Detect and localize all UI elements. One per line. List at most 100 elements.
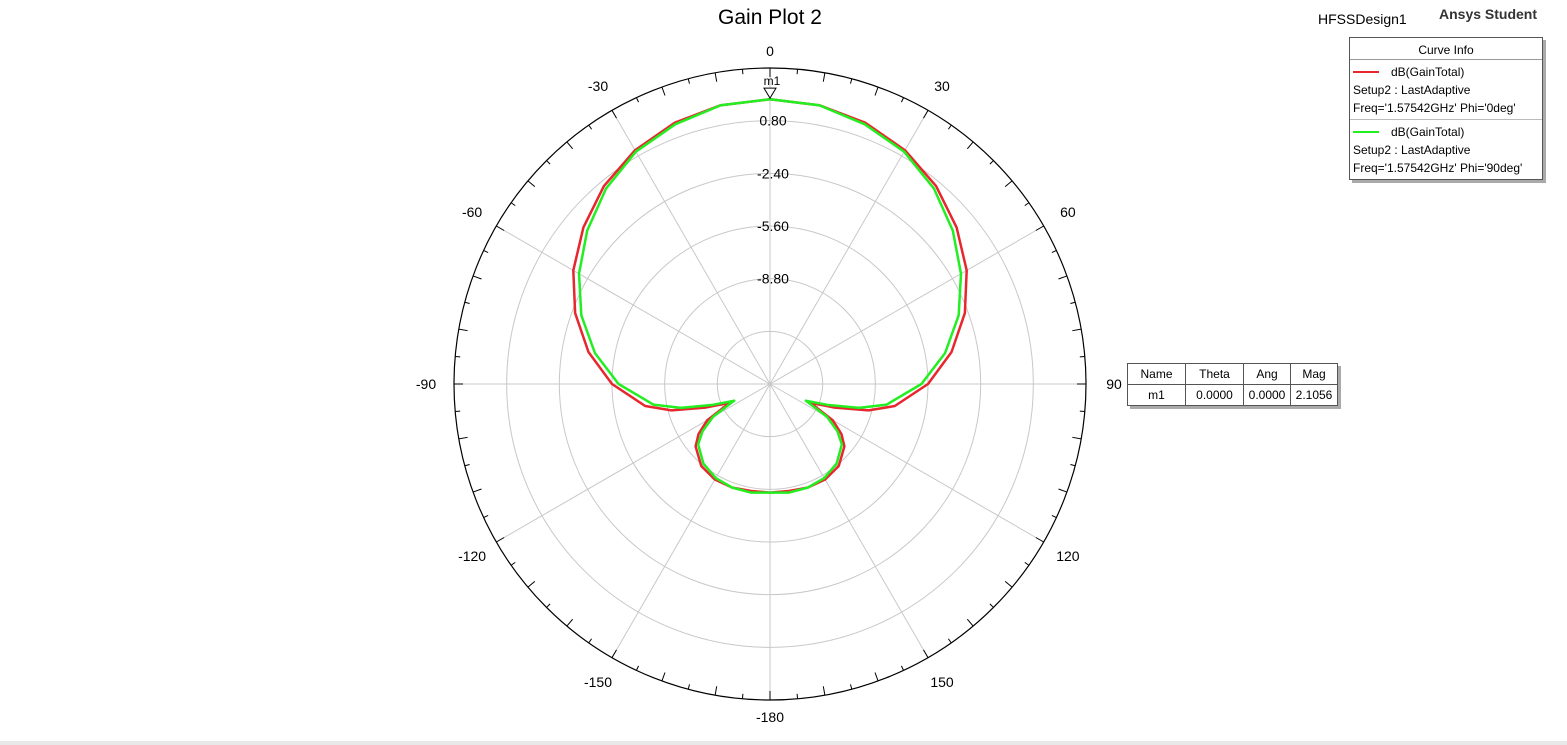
angle-grid-spoke [769, 225, 1044, 385]
angle-tick [1072, 436, 1082, 440]
angle-tick [1024, 561, 1030, 566]
angle-tick [874, 672, 879, 682]
marker-m1-triangle [763, 87, 777, 100]
angle-tick [496, 225, 505, 231]
angle-tick [1070, 301, 1076, 304]
angle-tick [966, 141, 974, 150]
angle-tick [588, 638, 593, 644]
angle-tick [546, 603, 551, 608]
angle-tick [1024, 202, 1030, 207]
angle-tick [483, 514, 489, 519]
angle-tick [661, 86, 666, 96]
angle-tick [464, 301, 470, 304]
angle-tick-label: 120 [1056, 548, 1080, 564]
radial-tick-label: 0.80 [759, 113, 786, 129]
header-cell: Name [1127, 363, 1186, 385]
marker-table-row[interactable]: m1 0.0000 0.0000 2.1056 [1127, 384, 1338, 406]
angle-tick-label: -180 [756, 709, 784, 725]
angle-tick [464, 464, 470, 467]
legend-entry-phi0[interactable]: dB(GainTotal) Setup2 : LastAdaptive Freq… [1350, 60, 1542, 120]
angle-tick-label: -30 [588, 78, 608, 94]
angle-tick [510, 561, 516, 566]
angle-tick [472, 275, 482, 280]
legend-title: Curve Info [1350, 38, 1542, 60]
curve-info-legend[interactable]: Curve Info dB(GainTotal) Setup2 : LastAd… [1349, 37, 1543, 180]
angle-tick [527, 180, 536, 188]
brand-label: Ansys Student [1439, 6, 1538, 22]
angle-tick [588, 124, 593, 130]
header-cell: Mag [1290, 363, 1338, 385]
series-line-phi90 [577, 98, 963, 494]
angle-tick [611, 110, 617, 119]
angle-grid-spoke [769, 383, 929, 658]
legend-entry-params: Freq='1.57542GHz' Phi='90deg' [1353, 161, 1523, 175]
legend-entry-name: dB(GainTotal) [1391, 65, 1465, 79]
angle-tick [989, 160, 994, 165]
chart-title: Gain Plot 2 [718, 6, 822, 29]
angle-tick [566, 618, 574, 627]
angle-tick-label: 0 [766, 43, 774, 59]
angle-tick [966, 618, 974, 627]
angle-grid-spoke [611, 110, 771, 385]
angle-tick [635, 97, 640, 103]
angle-tick [900, 97, 905, 103]
angle-tick [1004, 580, 1013, 588]
angle-tick-label: 90 [1106, 376, 1122, 392]
angle-tick [1070, 464, 1076, 467]
legend-entry-name: dB(GainTotal) [1391, 125, 1465, 139]
legend-entry-setup: Setup2 : LastAdaptive [1353, 83, 1471, 97]
radial-tick-label: -2.40 [757, 165, 789, 181]
angle-tick [947, 124, 952, 130]
angle-tick-label: -150 [584, 674, 612, 690]
angle-tick [1072, 328, 1082, 332]
legend-swatch [1353, 71, 1379, 73]
angle-tick [546, 160, 551, 165]
cell: 0.0000 [1243, 384, 1291, 406]
angle-tick [923, 110, 929, 119]
angle-grid-spoke [496, 383, 771, 543]
angle-tick-label: 60 [1060, 204, 1076, 220]
angle-tick [635, 665, 640, 671]
legend-entry-setup: Setup2 : LastAdaptive [1353, 143, 1471, 157]
angle-tick [850, 78, 853, 84]
angle-tick [687, 684, 690, 690]
angle-tick-label: -120 [458, 548, 486, 564]
header-cell: Theta [1185, 363, 1244, 385]
angle-tick [496, 537, 505, 543]
marker-m1-label: m1 [764, 74, 781, 88]
cell: 0.0000 [1185, 384, 1244, 406]
angle-tick [850, 684, 853, 690]
radial-tick-label: -5.60 [757, 218, 789, 234]
angle-tick-label: -90 [416, 376, 436, 392]
angle-tick [1051, 514, 1057, 519]
header-cell: Ang [1243, 363, 1291, 385]
angle-tick [1058, 275, 1068, 280]
angle-tick [1058, 488, 1068, 493]
angle-tick [1051, 249, 1057, 254]
angle-tick [822, 72, 826, 82]
angle-tick [900, 665, 905, 671]
angle-tick [483, 249, 489, 254]
angle-tick [458, 328, 468, 332]
angle-tick [947, 638, 952, 644]
cell: m1 [1127, 384, 1186, 406]
angle-tick [687, 78, 690, 84]
angle-tick [874, 86, 879, 96]
legend-entry-phi90[interactable]: dB(GainTotal) Setup2 : LastAdaptive Freq… [1350, 120, 1542, 179]
angle-tick [822, 686, 826, 696]
angle-grid-spoke [496, 225, 771, 385]
angle-tick-label: -60 [462, 204, 482, 220]
marker-table[interactable]: Name Theta Ang Mag m1 0.0000 0.0000 2.10… [1127, 363, 1338, 406]
angle-grid-spoke [769, 110, 929, 385]
angle-tick [566, 141, 574, 150]
angle-tick [661, 672, 666, 682]
marker-table-header: Name Theta Ang Mag [1127, 363, 1338, 385]
cell: 2.1056 [1290, 384, 1338, 406]
angle-tick [472, 488, 482, 493]
angle-grid-spoke [611, 383, 771, 658]
angle-tick [458, 436, 468, 440]
angle-tick-label: 30 [934, 78, 950, 94]
angle-tick [714, 686, 718, 696]
angle-tick [989, 603, 994, 608]
